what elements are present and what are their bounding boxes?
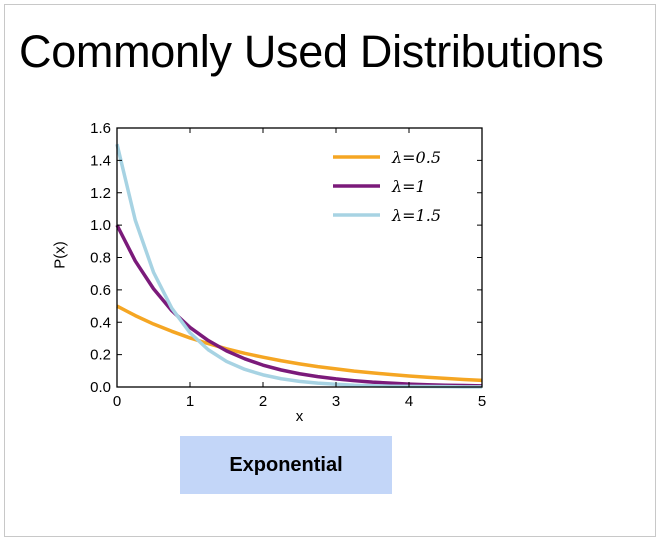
- y-tick-label: 1.4: [90, 152, 111, 169]
- slide-title: Commonly Used Distributions: [19, 26, 604, 77]
- y-tick-label: 0.0: [90, 379, 111, 396]
- distribution-caption: Exponential: [180, 436, 392, 494]
- y-tick-label: 0.8: [90, 250, 111, 267]
- x-tick-label: 5: [478, 393, 486, 410]
- y-tick-label: 1.6: [90, 120, 111, 137]
- x-tick-label: 0: [113, 393, 121, 410]
- y-tick-label: 1.0: [90, 217, 111, 234]
- y-axis-label: P(x): [51, 241, 69, 269]
- legend: λ=0.5 λ=1 λ=1.5: [333, 148, 441, 225]
- tick-layer: 0 1 2 3 4 5 0.0 0.2 0.4 0.6 0.8 1.0 1.2 1.4 1.6: [90, 120, 486, 410]
- y-tick-label: 0.4: [90, 314, 111, 331]
- legend-label: λ=0.5: [391, 148, 441, 167]
- x-tick-label: 1: [186, 393, 194, 410]
- x-tick-label: 2: [259, 393, 267, 410]
- x-tick-label: 3: [332, 393, 340, 410]
- legend-label: λ=1.5: [391, 206, 441, 225]
- series-layer: [115, 143, 483, 389]
- y-tick-label: 0.2: [90, 347, 111, 364]
- x-tick-label: 4: [405, 393, 413, 410]
- legend-label: λ=1: [391, 177, 426, 196]
- x-axis-label: x: [296, 408, 304, 425]
- y-tick-label: 1.2: [90, 185, 111, 202]
- y-tick-label: 0.6: [90, 282, 111, 299]
- series-line-1: [116, 304, 483, 383]
- series-line-3: [115, 143, 482, 389]
